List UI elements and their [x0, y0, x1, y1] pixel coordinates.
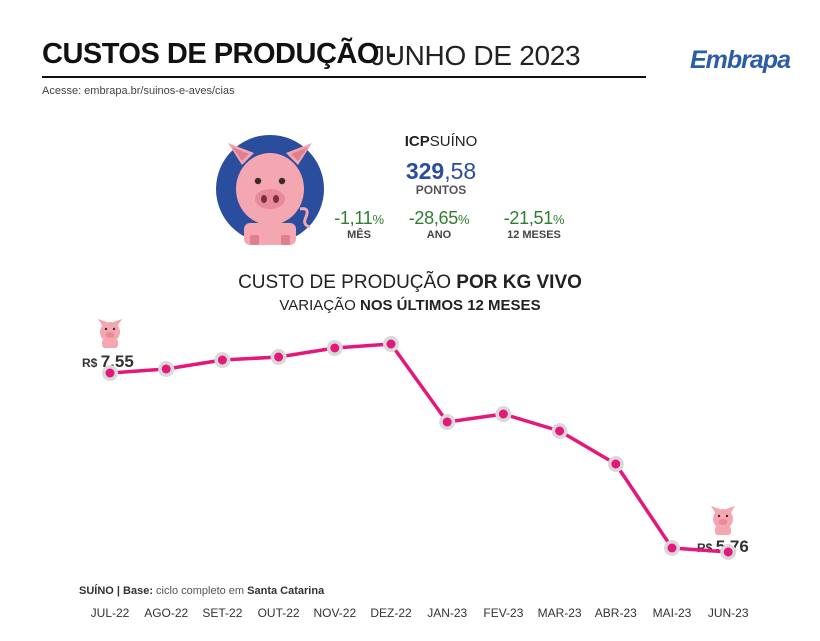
x-tick-label: NOV-22 — [313, 606, 356, 620]
x-tick-label: AGO-22 — [144, 606, 188, 620]
x-tick-label: FEV-23 — [483, 606, 523, 620]
icp-unit: PONTOS — [415, 183, 467, 197]
x-tick-label: SET-22 — [202, 606, 242, 620]
data-point-core — [442, 417, 452, 427]
x-tick-label: OUT-22 — [258, 606, 300, 620]
x-tick-label: JUN-23 — [708, 606, 749, 620]
icp-panel: ICPSUÍNO 329,58 PONTOS — [401, 133, 481, 197]
series-line — [109, 342, 729, 554]
data-point-core — [723, 547, 733, 557]
title-divider — [42, 76, 646, 78]
variation-month: -1,11% MÊS — [334, 208, 384, 241]
icp-value: 329,58 — [405, 158, 477, 184]
access-link[interactable]: Acesse: embrapa.br/suinos-e-aves/cias — [42, 85, 235, 97]
data-point-core — [105, 368, 115, 378]
x-tick-label: DEZ-22 — [370, 606, 412, 620]
data-point-core — [667, 543, 677, 553]
x-tick-label: JUL-22 — [91, 606, 130, 620]
data-point-core — [330, 343, 340, 353]
pig-icon — [216, 135, 324, 245]
variation-12-months: -21,51% 12 MESES — [503, 208, 565, 241]
footnote: SUÍNO | Base: ciclo completo em Santa Ca… — [79, 585, 325, 597]
data-point-core — [161, 364, 171, 374]
x-tick-label: ABR-23 — [595, 606, 637, 620]
x-tick-label: MAR-23 — [538, 606, 582, 620]
pig-icon-end — [711, 506, 735, 535]
chart-subtitle: VARIAÇÃO NOS ÚLTIMOS 12 MESES — [279, 297, 541, 314]
icp-label: ICPSUÍNO — [404, 133, 478, 150]
variation-year: -28,65% ANO — [408, 208, 470, 241]
x-tick-label: JAN-23 — [427, 606, 467, 620]
data-point-core — [555, 426, 565, 436]
title-period: JUNHO DE 2023 — [371, 40, 581, 71]
data-point-core — [274, 352, 284, 362]
pig-icon-start — [98, 319, 122, 348]
embrapa-logo: Embrapa — [690, 46, 791, 74]
data-point-core — [498, 409, 508, 419]
data-point-core — [386, 339, 396, 349]
chart-title: CUSTO DE PRODUÇÃO POR KG VIVO — [238, 272, 582, 293]
data-point-core — [611, 459, 621, 469]
x-tick-label: MAI-23 — [653, 606, 692, 620]
title-main: CUSTOS DE PRODUÇÃO - — [42, 38, 396, 70]
data-point-core — [217, 355, 227, 365]
